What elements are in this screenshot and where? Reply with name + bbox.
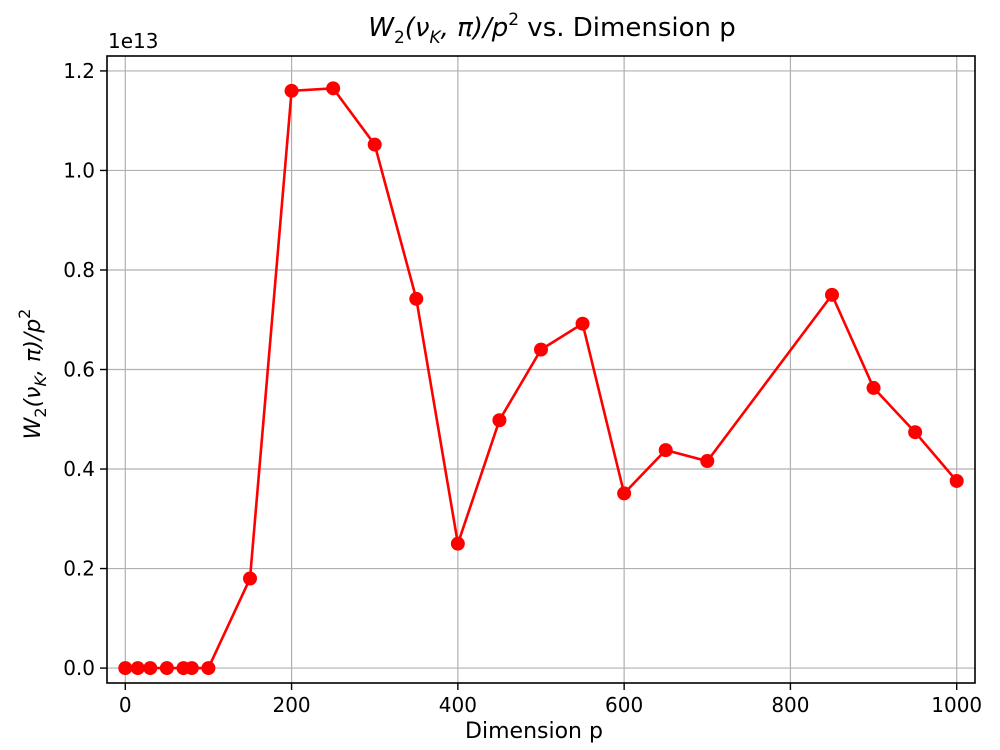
- data-point: [201, 661, 216, 676]
- x-axis-label: Dimension p: [465, 719, 603, 744]
- x-tick-label: 600: [605, 693, 643, 717]
- data-point: [949, 473, 964, 488]
- series-layer: [118, 81, 964, 676]
- data-point: [143, 661, 158, 676]
- y-tick-label: 1.2: [63, 59, 95, 83]
- y-tick-label: 1.0: [63, 158, 95, 182]
- y-axis-label: W2(νK, π)/p2: [15, 309, 50, 440]
- data-point: [118, 661, 133, 676]
- y-offset-label: 1e13: [108, 29, 158, 53]
- data-point: [409, 291, 424, 306]
- x-tick-label: 200: [272, 693, 310, 717]
- x-tick-label: 800: [771, 693, 809, 717]
- y-tick-label: 0.2: [63, 557, 95, 581]
- y-tick-label: 0.6: [63, 358, 95, 382]
- data-point: [824, 287, 839, 302]
- x-tick-label: 1000: [931, 693, 982, 717]
- data-point: [326, 81, 341, 96]
- grid-lines: [107, 56, 975, 683]
- y-tick-label: 0.4: [63, 457, 95, 481]
- data-point: [243, 571, 258, 586]
- data-point: [159, 661, 174, 676]
- y-tick-label: 0.0: [63, 656, 95, 680]
- data-point: [450, 536, 465, 551]
- data-point: [700, 454, 715, 469]
- data-point: [130, 661, 145, 676]
- data-point: [658, 443, 673, 458]
- data-point: [492, 413, 507, 428]
- data-point: [367, 137, 382, 152]
- chart-title: W2(νK, π)/p2 vs. Dimension p: [368, 10, 736, 48]
- data-point: [284, 83, 299, 98]
- data-point: [866, 380, 881, 395]
- data-point: [617, 486, 632, 501]
- x-tick-label: 400: [439, 693, 477, 717]
- data-point: [908, 425, 923, 440]
- axis-ticks: 0 200 400 600 800 1000 0.0 0.2 0.4 0.6 0.8 1.0 1.2: [63, 59, 982, 717]
- data-point: [184, 661, 199, 676]
- data-point: [575, 316, 590, 331]
- data-point: [534, 342, 548, 357]
- y-tick-label: 0.8: [63, 258, 95, 282]
- x-tick-label: 0: [119, 693, 132, 717]
